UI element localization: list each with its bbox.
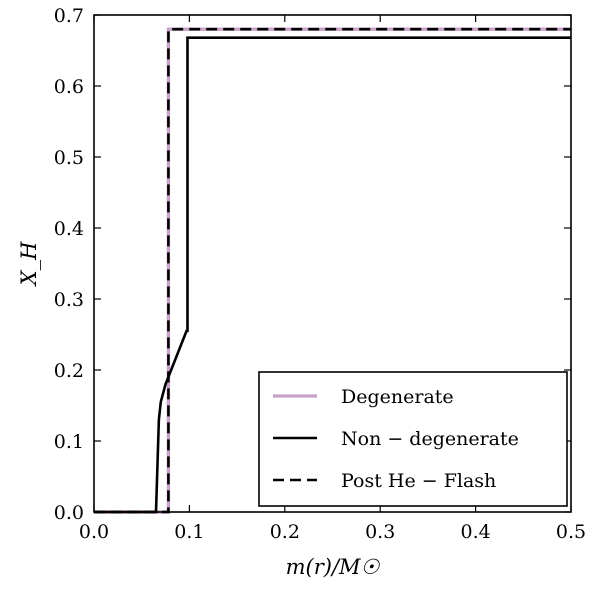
y-tick-label: 0.1 — [54, 431, 84, 453]
y-tick-label: 0.0 — [54, 502, 84, 524]
legend-label-2: Post He − Flash — [341, 470, 496, 492]
x-tick-label: 0.0 — [79, 521, 109, 543]
x-tick-label: 0.5 — [556, 521, 586, 543]
legend-label-1: Non − degenerate — [341, 428, 519, 450]
y-axis-label: X_H — [17, 241, 41, 287]
ticks-layer: 0.0 0.1 0.2 0.3 0.4 0.5 0.0 0.1 0.2 0.3 0.4 0.5 0.6 0… — [54, 5, 586, 543]
y-tick-label: 0.3 — [54, 289, 84, 311]
x-axis-label: m(r)/M☉ — [286, 555, 381, 579]
series-line-1 — [94, 36, 571, 514]
y-tick-label: 0.2 — [54, 360, 84, 382]
y-tick-label: 0.5 — [54, 147, 84, 169]
y-tick-label: 0.7 — [54, 5, 84, 27]
x-tick-label: 0.2 — [270, 521, 300, 543]
plot-frame — [93, 14, 572, 513]
x-tick-label: 0.4 — [460, 521, 490, 543]
y-tick-label: 0.4 — [54, 218, 84, 240]
legend-label-0: Degenerate — [341, 386, 454, 408]
legend: Degenerate Non − degenerate Post He − Flas… — [258, 371, 568, 507]
x-tick-label: 0.3 — [365, 521, 395, 543]
x-tick-label: 0.1 — [174, 521, 204, 543]
y-tick-label: 0.6 — [54, 76, 84, 98]
